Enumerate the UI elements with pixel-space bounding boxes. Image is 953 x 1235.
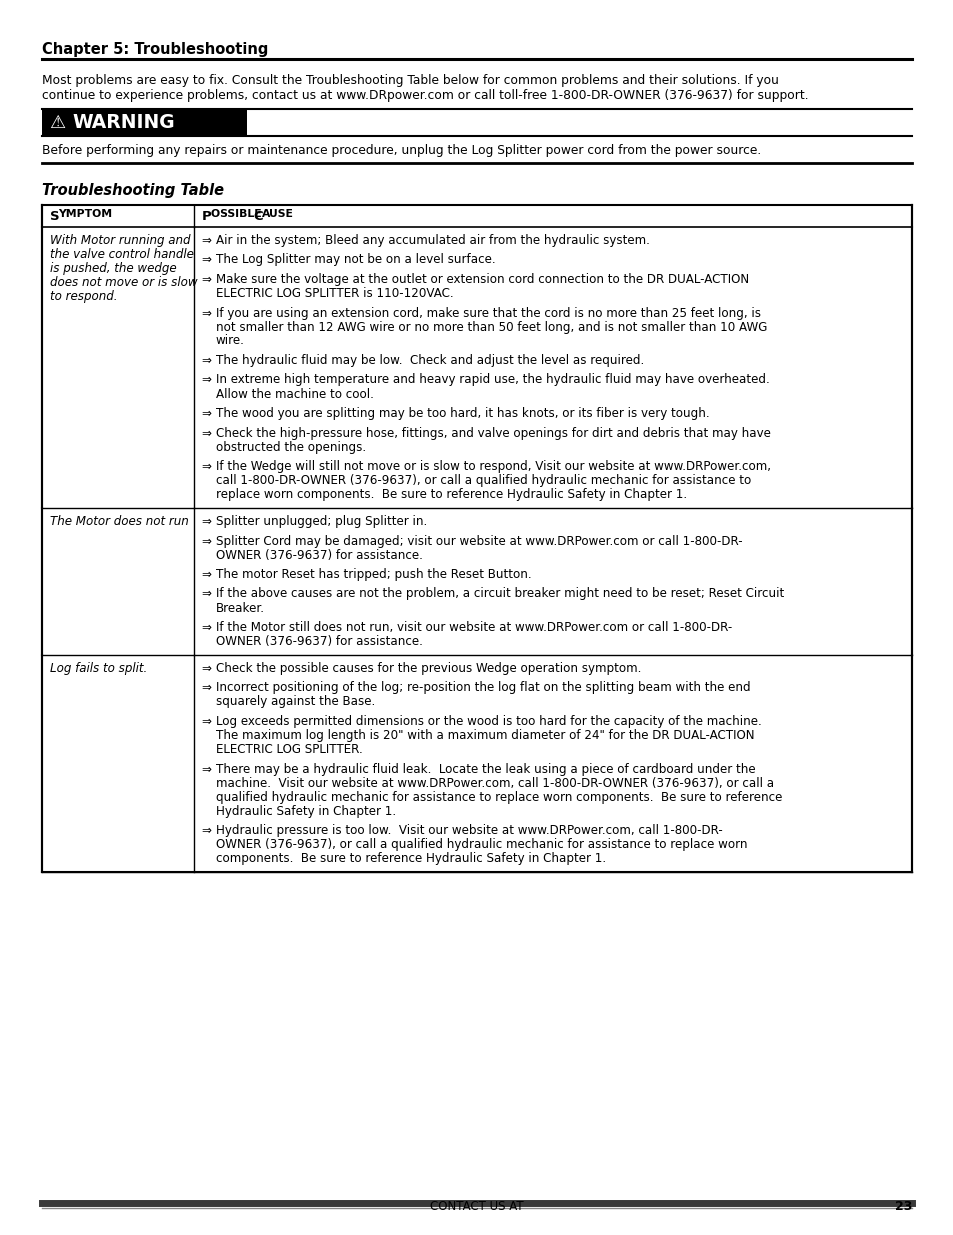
Text: ⇒: ⇒ <box>201 662 211 676</box>
Text: ⇒: ⇒ <box>201 354 211 367</box>
Text: The hydraulic fluid may be low.  Check and adjust the level as required.: The hydraulic fluid may be low. Check an… <box>215 354 643 367</box>
Text: qualified hydraulic mechanic for assistance to replace worn components.  Be sure: qualified hydraulic mechanic for assista… <box>215 790 781 804</box>
Text: The Log Splitter may not be on a level surface.: The Log Splitter may not be on a level s… <box>215 253 496 267</box>
Text: The motor Reset has tripped; push the Reset Button.: The motor Reset has tripped; push the Re… <box>215 568 531 580</box>
Text: ELECTRIC LOG SPLITTER.: ELECTRIC LOG SPLITTER. <box>215 743 362 756</box>
Text: ⇒: ⇒ <box>201 568 211 580</box>
Text: If the above causes are not the problem, a circuit breaker might need to be rese: If the above causes are not the problem,… <box>215 588 783 600</box>
Text: ⇒: ⇒ <box>201 715 211 727</box>
Text: Log fails to split.: Log fails to split. <box>50 662 147 676</box>
Text: With Motor running and: With Motor running and <box>50 233 191 247</box>
Text: In extreme high temperature and heavy rapid use, the hydraulic fluid may have ov: In extreme high temperature and heavy ra… <box>215 373 769 387</box>
Text: Check the possible causes for the previous Wedge operation symptom.: Check the possible causes for the previo… <box>215 662 640 676</box>
Text: ⇒: ⇒ <box>201 588 211 600</box>
Text: ELECTRIC LOG SPLITTER is 110-120VAC.: ELECTRIC LOG SPLITTER is 110-120VAC. <box>215 287 453 300</box>
Text: ⇒: ⇒ <box>201 273 211 287</box>
Text: squarely against the Base.: squarely against the Base. <box>215 695 375 709</box>
Text: Chapter 5: Troubleshooting: Chapter 5: Troubleshooting <box>42 42 268 57</box>
Text: ⇒: ⇒ <box>201 408 211 420</box>
Text: CONTACT US AT: CONTACT US AT <box>430 1200 523 1213</box>
Text: Log exceeds permitted dimensions or the wood is too hard for the capacity of the: Log exceeds permitted dimensions or the … <box>215 715 760 727</box>
Text: ⇒: ⇒ <box>201 459 211 473</box>
Text: Incorrect positioning of the log; re-position the log flat on the splitting beam: Incorrect positioning of the log; re-pos… <box>215 682 750 694</box>
Text: Allow the machine to cool.: Allow the machine to cool. <box>215 388 374 400</box>
Text: OWNER (376-9637), or call a qualified hydraulic mechanic for assistance to repla: OWNER (376-9637), or call a qualified hy… <box>215 839 747 851</box>
Text: obstructed the openings.: obstructed the openings. <box>215 441 366 453</box>
Text: Troubleshooting Table: Troubleshooting Table <box>42 183 224 198</box>
Text: If the Motor still does not run, visit our website at www.DRPower.com or call 1-: If the Motor still does not run, visit o… <box>215 621 732 634</box>
Text: AUSE: AUSE <box>262 209 294 219</box>
Bar <box>42 109 247 136</box>
Text: replace worn components.  Be sure to reference Hydraulic Safety in Chapter 1.: replace worn components. Be sure to refe… <box>215 488 686 501</box>
Text: ⇒: ⇒ <box>201 253 211 267</box>
Text: YMPTOM: YMPTOM <box>58 209 112 219</box>
Text: The maximum log length is 20" with a maximum diameter of 24" for the DR DUAL-ACT: The maximum log length is 20" with a max… <box>215 729 754 742</box>
Text: continue to experience problems, contact us at www.DRpower.com or call toll-free: continue to experience problems, contact… <box>42 89 808 103</box>
Text: machine.  Visit our website at www.DRPower.com, call 1-800-DR-OWNER (376-9637), : machine. Visit our website at www.DRPowe… <box>215 777 773 789</box>
Text: The wood you are splitting may be too hard, it has knots, or its fiber is very t: The wood you are splitting may be too ha… <box>215 408 709 420</box>
Text: C: C <box>253 210 262 224</box>
Text: P: P <box>202 210 212 224</box>
Text: call 1-800-DR-OWNER (376-9637), or call a qualified hydraulic mechanic for assis: call 1-800-DR-OWNER (376-9637), or call … <box>215 474 750 487</box>
Text: ⇒: ⇒ <box>201 682 211 694</box>
Text: OWNER (376-9637) for assistance.: OWNER (376-9637) for assistance. <box>215 635 422 648</box>
Text: Splitter unplugged; plug Splitter in.: Splitter unplugged; plug Splitter in. <box>215 515 427 529</box>
Text: to respond.: to respond. <box>50 290 117 303</box>
Text: Hydraulic pressure is too low.  Visit our website at www.DRPower.com, call 1-800: Hydraulic pressure is too low. Visit our… <box>215 824 722 837</box>
Text: not smaller than 12 AWG wire or no more than 50 feet long, and is not smaller th: not smaller than 12 AWG wire or no more … <box>215 321 766 333</box>
Text: ⇒: ⇒ <box>201 535 211 547</box>
Text: Before performing any repairs or maintenance procedure, unplug the Log Splitter : Before performing any repairs or mainten… <box>42 144 760 157</box>
Text: WARNING: WARNING <box>71 112 174 132</box>
Text: The Motor does not run: The Motor does not run <box>50 515 189 529</box>
Text: 23: 23 <box>894 1200 911 1213</box>
Text: Breaker.: Breaker. <box>215 601 265 615</box>
Text: ⇒: ⇒ <box>201 515 211 529</box>
Text: is pushed, the wedge: is pushed, the wedge <box>50 262 176 275</box>
Text: ⇒: ⇒ <box>201 762 211 776</box>
Text: components.  Be sure to reference Hydraulic Safety in Chapter 1.: components. Be sure to reference Hydraul… <box>215 852 605 864</box>
Text: wire.: wire. <box>215 335 245 347</box>
Text: ⇒: ⇒ <box>201 373 211 387</box>
Text: the valve control handle: the valve control handle <box>50 248 193 261</box>
Text: Air in the system; Bleed any accumulated air from the hydraulic system.: Air in the system; Bleed any accumulated… <box>215 233 649 247</box>
Text: Splitter Cord may be damaged; visit our website at www.DRPower.com or call 1-800: Splitter Cord may be damaged; visit our … <box>215 535 741 547</box>
Text: does not move or is slow: does not move or is slow <box>50 275 197 289</box>
Text: Most problems are easy to fix. Consult the Troubleshooting Table below for commo: Most problems are easy to fix. Consult t… <box>42 74 778 86</box>
Text: Make sure the voltage at the outlet or extension cord connection to the DR DUAL-: Make sure the voltage at the outlet or e… <box>215 273 748 287</box>
Text: S: S <box>50 210 59 224</box>
Text: If you are using an extension cord, make sure that the cord is no more than 25 f: If you are using an extension cord, make… <box>215 306 760 320</box>
Text: ⇒: ⇒ <box>201 621 211 634</box>
Text: OSSIBLE: OSSIBLE <box>211 209 265 219</box>
Text: ⇒: ⇒ <box>201 306 211 320</box>
Text: ⇒: ⇒ <box>201 233 211 247</box>
Text: There may be a hydraulic fluid leak.  Locate the leak using a piece of cardboard: There may be a hydraulic fluid leak. Loc… <box>215 762 755 776</box>
Text: OWNER (376-9637) for assistance.: OWNER (376-9637) for assistance. <box>215 548 422 562</box>
Text: Check the high-pressure hose, fittings, and valve openings for dirt and debris t: Check the high-pressure hose, fittings, … <box>215 426 770 440</box>
Text: ⚠: ⚠ <box>49 114 65 131</box>
Text: ⇒: ⇒ <box>201 426 211 440</box>
Text: Hydraulic Safety in Chapter 1.: Hydraulic Safety in Chapter 1. <box>215 804 395 818</box>
Text: If the Wedge will still not move or is slow to respond, Visit our website at www: If the Wedge will still not move or is s… <box>215 459 770 473</box>
Text: ⇒: ⇒ <box>201 824 211 837</box>
